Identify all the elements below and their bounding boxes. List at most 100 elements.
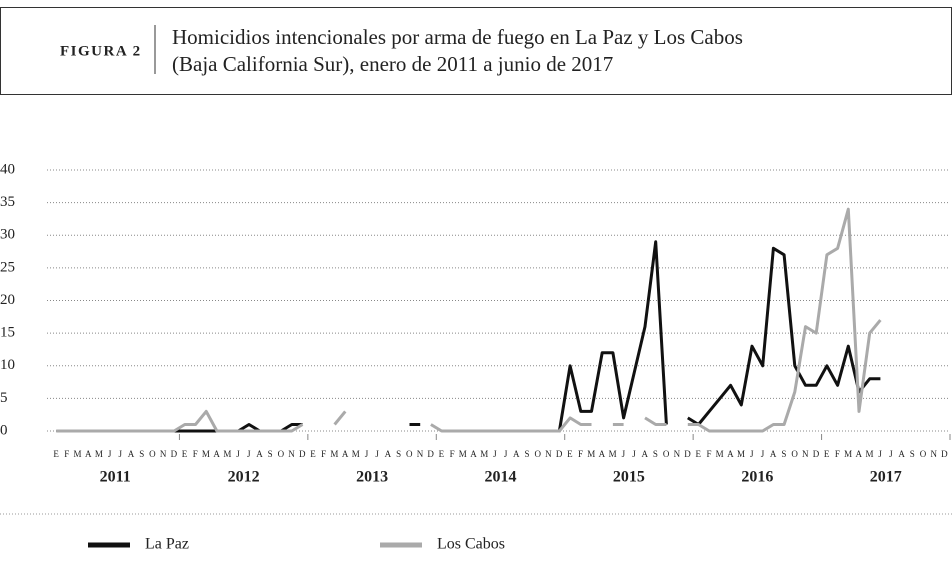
month-label: M — [73, 449, 82, 459]
month-label: J — [236, 449, 240, 459]
month-label: D — [171, 449, 178, 459]
month-label: E — [182, 449, 188, 459]
month-label: S — [396, 449, 402, 459]
month-label: E — [824, 449, 830, 459]
year-label: 2011 — [100, 469, 131, 486]
month-label: J — [878, 449, 882, 459]
year-label: 2012 — [228, 469, 260, 486]
y-tick-label: 25 — [0, 259, 15, 275]
y-tick-label: 15 — [0, 325, 15, 341]
y-tick-label: 5 — [0, 390, 8, 406]
month-label: M — [459, 449, 468, 459]
month-label: M — [716, 449, 725, 459]
month-label: N — [160, 449, 167, 459]
month-label: A — [770, 449, 777, 459]
month-label: N — [802, 449, 809, 459]
month-label: O — [149, 449, 156, 459]
month-label: D — [299, 449, 306, 459]
month-label: M — [352, 449, 361, 459]
month-label: D — [684, 449, 691, 459]
month-label: N — [674, 449, 681, 459]
y-tick-label: 30 — [0, 227, 15, 243]
month-label: M — [737, 449, 746, 459]
year-label: 2015 — [613, 469, 645, 486]
legend-label: La Paz — [145, 536, 189, 553]
month-label: A — [85, 449, 92, 459]
month-label: A — [856, 449, 863, 459]
chart-title: (Baja California Sur), enero de 2011 a j… — [172, 52, 613, 76]
month-label: A — [385, 449, 392, 459]
year-label: 2014 — [485, 469, 517, 486]
month-label: S — [139, 449, 145, 459]
month-label: A — [513, 449, 520, 459]
month-label: A — [641, 449, 648, 459]
month-label: A — [898, 449, 905, 459]
year-label: 2017 — [870, 469, 902, 486]
month-label: J — [889, 449, 893, 459]
month-label: J — [761, 449, 765, 459]
legend-label: Los Cabos — [437, 536, 505, 553]
month-label: E — [567, 449, 573, 459]
month-label: J — [632, 449, 636, 459]
month-label: F — [578, 449, 584, 459]
month-label: M — [223, 449, 232, 459]
month-label: E — [53, 449, 59, 459]
month-label: O — [534, 449, 541, 459]
month-label: A — [599, 449, 606, 459]
month-label: O — [791, 449, 798, 459]
y-tick-label: 40 — [0, 161, 15, 177]
month-label: O — [278, 449, 285, 459]
month-label: J — [493, 449, 497, 459]
month-label: J — [119, 449, 123, 459]
month-label: E — [695, 449, 701, 459]
series-line — [56, 207, 882, 433]
month-label: J — [247, 449, 251, 459]
month-label: F — [193, 449, 199, 459]
chart-title: Homicidios intencionales por arma de fue… — [172, 25, 743, 49]
month-label: F — [321, 449, 327, 459]
month-label: J — [750, 449, 754, 459]
month-label: A — [470, 449, 477, 459]
series-line — [56, 240, 881, 433]
month-label: M — [480, 449, 489, 459]
year-label: 2013 — [356, 469, 388, 486]
month-label: N — [288, 449, 295, 459]
month-label: F — [450, 449, 456, 459]
month-label: N — [930, 449, 937, 459]
month-label: M — [202, 449, 211, 459]
month-label: M — [587, 449, 596, 459]
y-tick-label: 20 — [0, 292, 15, 308]
month-label: N — [417, 449, 424, 459]
month-label: S — [653, 449, 659, 459]
year-label: 2016 — [741, 469, 773, 486]
y-tick-label: 10 — [0, 357, 15, 373]
month-label: A — [256, 449, 263, 459]
month-label: J — [365, 449, 369, 459]
month-label: A — [213, 449, 220, 459]
month-label: O — [663, 449, 670, 459]
month-label: M — [95, 449, 104, 459]
month-label: E — [310, 449, 316, 459]
month-label: A — [128, 449, 135, 459]
month-label: M — [865, 449, 874, 459]
month-label: J — [108, 449, 112, 459]
month-label: J — [622, 449, 626, 459]
month-label: A — [727, 449, 734, 459]
month-label: J — [504, 449, 508, 459]
figure-label: FIGURA 2 — [60, 43, 142, 59]
month-label: O — [406, 449, 413, 459]
month-label: S — [781, 449, 787, 459]
month-label: D — [813, 449, 820, 459]
month-label: F — [64, 449, 70, 459]
month-label: S — [910, 449, 916, 459]
month-label: N — [545, 449, 552, 459]
month-label: S — [268, 449, 274, 459]
month-label: M — [609, 449, 618, 459]
y-tick-label: 0 — [0, 422, 8, 438]
y-tick-label: 35 — [0, 194, 15, 210]
month-label: D — [941, 449, 948, 459]
month-label: M — [844, 449, 853, 459]
month-label: F — [835, 449, 841, 459]
month-label: E — [439, 449, 445, 459]
